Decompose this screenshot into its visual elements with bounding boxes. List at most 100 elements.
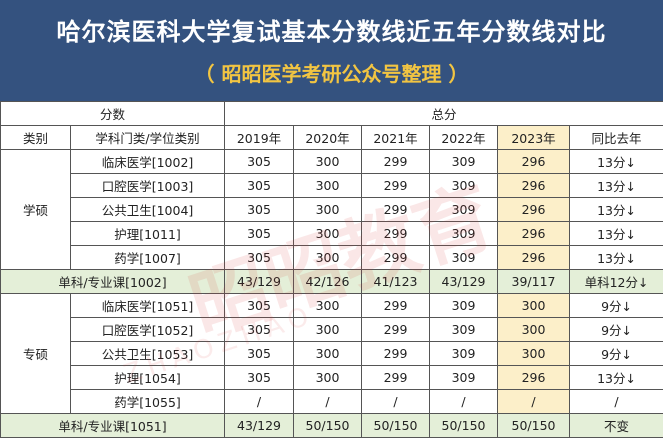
table-row: 口腔医学[1003] 305 300 299 309 296 13分↓ — [1, 173, 663, 198]
score-cell: 300 — [497, 293, 571, 318]
single-subject-row: 单科/专业课[1051] 43/129 50/150 50/150 50/150 50/1… — [0, 413, 663, 438]
score-cell: 309 — [429, 341, 499, 366]
header-banner: 哈尔滨医科大学复试基本分数线近五年分数线对比 （ 昭昭医学考研公众号整理 ） — [0, 0, 663, 101]
single-score-cell: 43/129 — [224, 269, 295, 294]
score-cell: 300 — [293, 197, 363, 222]
score-cell: 300 — [497, 341, 571, 366]
category-cell: 专硕 — [0, 293, 71, 414]
page-subtitle: （ 昭昭医学考研公众号整理 ） — [194, 62, 469, 86]
col-header: 同比去年 — [569, 125, 663, 150]
table-row: 学硕 临床医学[1002] 305 300 299 309 296 13分↓ — [0, 149, 663, 270]
score-cell: / — [224, 389, 295, 414]
single-score-cell: 50/150 — [429, 413, 499, 438]
score-cell: / — [361, 389, 431, 414]
score-cell: 300 — [293, 221, 363, 246]
score-cell: 309 — [429, 245, 499, 270]
score-cell: 296 — [497, 197, 571, 222]
subject-cell: 临床医学[1051] — [69, 293, 226, 318]
score-cell: / — [497, 389, 571, 414]
subject-cell: 药学[1007] — [69, 245, 226, 270]
change-cell: / — [569, 389, 663, 414]
single-score-cell: 41/123 — [361, 269, 431, 294]
single-subject-label: 单科/专业课[1051] — [0, 413, 226, 438]
score-cell: 309 — [429, 149, 499, 174]
score-cell: 296 — [497, 221, 571, 246]
score-cell: 305 — [224, 317, 295, 342]
subject-cell: 护理[1011] — [69, 221, 226, 246]
score-cell: 299 — [361, 317, 431, 342]
subject-cell: 临床医学[1002] — [69, 149, 226, 174]
score-cell: 296 — [497, 149, 571, 174]
col-header: 学科门类/学位类别 — [69, 125, 226, 150]
single-score-cell: 50/150 — [293, 413, 363, 438]
change-cell: 13分↓ — [569, 173, 663, 198]
score-cell: 300 — [497, 317, 571, 342]
score-cell: 309 — [429, 293, 499, 318]
subject-cell: 口腔医学[1003] — [69, 173, 226, 198]
col-header: 2021年 — [361, 125, 431, 150]
group-header-right: 总分 — [224, 101, 663, 126]
table-row: 药学[1055] / / / / / / — [1, 389, 663, 414]
score-cell: 309 — [429, 221, 499, 246]
single-score-cell: 43/129 — [224, 413, 295, 438]
single-score-cell: 39/117 — [497, 269, 571, 294]
score-cell: 305 — [224, 149, 295, 174]
change-cell: 13分↓ — [569, 245, 663, 270]
table-row: 专硕 临床医学[1051] 305 300 299 309 300 9分↓ — [0, 293, 663, 414]
score-cell: 299 — [361, 341, 431, 366]
col-header: 2020年 — [293, 125, 363, 150]
change-cell: 13分↓ — [569, 221, 663, 246]
score-cell: 296 — [497, 173, 571, 198]
score-cell: 300 — [293, 317, 363, 342]
group-header-left: 分数 — [0, 101, 226, 126]
score-cell: 299 — [361, 221, 431, 246]
score-cell: 296 — [497, 365, 571, 390]
col-header: 2023年 — [497, 125, 571, 150]
score-cell: 299 — [361, 173, 431, 198]
single-score-cell: 50/150 — [361, 413, 431, 438]
subject-cell: 公共卫生[1053] — [69, 341, 226, 366]
score-cell: 299 — [361, 293, 431, 318]
table-row: 公共卫生[1053] 305 300 299 309 300 9分↓ — [1, 341, 663, 366]
change-cell: 9分↓ — [569, 317, 663, 342]
single-score-cell: 43/129 — [429, 269, 499, 294]
score-cell: 300 — [293, 341, 363, 366]
score-cell: 299 — [361, 149, 431, 174]
col-header: 类别 — [0, 125, 71, 150]
change-cell: 13分↓ — [569, 149, 663, 174]
column-header-row: 类别 学科门类/学位类别 2019年 2020年 2021年 2022年 202… — [0, 125, 663, 150]
table-row: 护理[1011] 305 300 299 309 296 13分↓ — [1, 221, 663, 246]
score-cell: 305 — [224, 197, 295, 222]
table-row: 药学[1007] 305 300 299 309 296 13分↓ — [1, 245, 663, 270]
col-header: 2022年 — [429, 125, 499, 150]
change-cell: 13分↓ — [569, 197, 663, 222]
score-cell: / — [293, 389, 363, 414]
score-cell: 309 — [429, 365, 499, 390]
subject-cell: 口腔医学[1052] — [69, 317, 226, 342]
single-score-cell: 42/126 — [293, 269, 363, 294]
score-cell: 309 — [429, 173, 499, 198]
score-cell: 309 — [429, 317, 499, 342]
table-row: 公共卫生[1004] 305 300 299 309 296 13分↓ — [1, 197, 663, 222]
change-cell: 9分↓ — [569, 293, 663, 318]
subject-cell: 护理[1054] — [69, 365, 226, 390]
score-cell: 305 — [224, 293, 295, 318]
table-row: 护理[1054] 305 300 299 309 296 13分↓ — [1, 365, 663, 390]
score-cell: 309 — [429, 197, 499, 222]
score-cell: 305 — [224, 341, 295, 366]
score-cell: 300 — [293, 149, 363, 174]
score-cell: 299 — [361, 197, 431, 222]
score-cell: 300 — [293, 173, 363, 198]
col-header: 2019年 — [224, 125, 295, 150]
single-score-cell: 50/150 — [497, 413, 571, 438]
change-cell: 9分↓ — [569, 341, 663, 366]
score-cell: 305 — [224, 245, 295, 270]
score-cell: 305 — [224, 173, 295, 198]
score-cell: 305 — [224, 221, 295, 246]
score-cell: / — [429, 389, 499, 414]
category-cell: 学硕 — [0, 149, 71, 270]
table-row: 口腔医学[1052] 305 300 299 309 300 9分↓ — [1, 317, 663, 342]
score-cell: 300 — [293, 293, 363, 318]
page-title: 哈尔滨医科大学复试基本分数线近五年分数线对比 — [56, 18, 607, 46]
